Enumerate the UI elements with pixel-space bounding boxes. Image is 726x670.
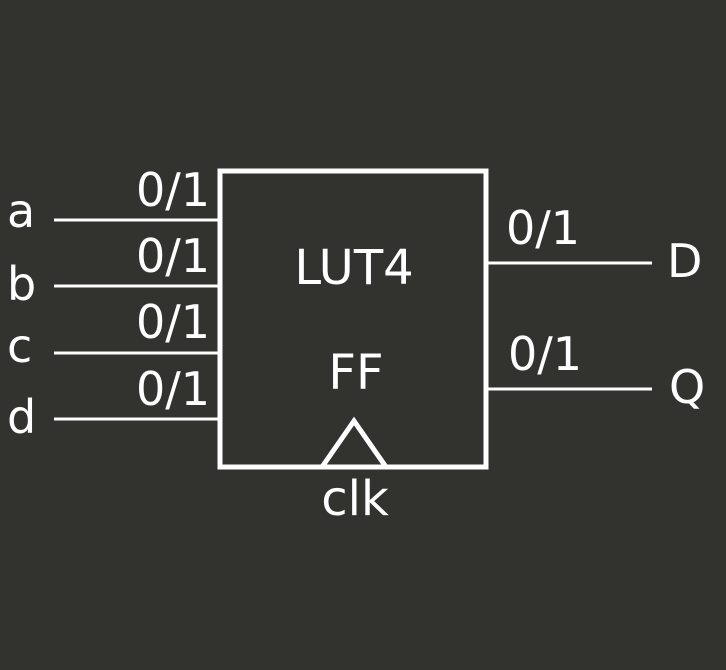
- input-value-d: 0/1: [136, 362, 210, 416]
- input-label-b: b: [7, 257, 36, 311]
- input-value-b: 0/1: [136, 229, 210, 283]
- clock-input-triangle: [317, 416, 391, 470]
- input-label-d: d: [7, 390, 36, 444]
- input-value-a: 0/1: [136, 163, 210, 217]
- output-label-d: D: [667, 234, 702, 288]
- input-label-a: a: [7, 184, 35, 238]
- output-value-q: 0/1: [508, 327, 582, 381]
- input-label-c: c: [7, 319, 32, 373]
- lut-label: LUT4: [294, 240, 413, 296]
- ff-label: FF: [328, 345, 383, 401]
- output-label-q: Q: [669, 360, 705, 414]
- clock-label: clk: [321, 471, 389, 527]
- input-value-c: 0/1: [136, 295, 210, 349]
- output-value-d: 0/1: [506, 201, 580, 255]
